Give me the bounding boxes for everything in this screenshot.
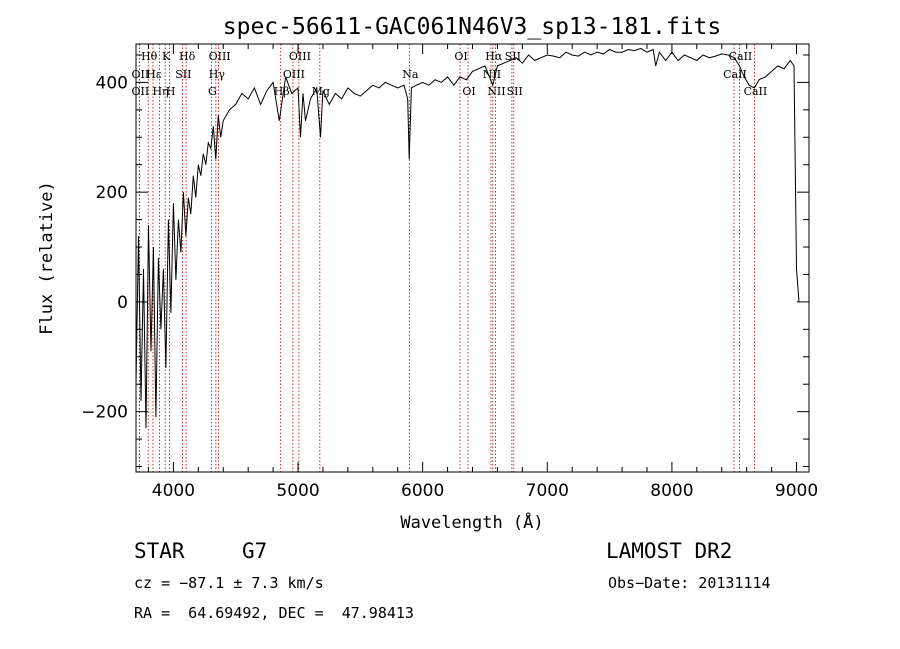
spectral-line-label: Hε [146, 68, 162, 81]
coordinates: RA = 64.69492, DEC = 47.98413 [134, 604, 414, 622]
spectral-line-label: Hα [485, 50, 503, 63]
spectral-line-label: SII [505, 50, 521, 63]
x-tick-label: 7000 [526, 481, 569, 501]
spectral-line-label: Na [402, 68, 419, 81]
y-tick-label: 400 [96, 73, 128, 93]
spectral-line-label: NII [483, 68, 501, 81]
x-tick-label: 4000 [152, 481, 195, 501]
spectral-line-label: OII [132, 85, 150, 98]
plot-frame [135, 43, 810, 473]
axis-ticks: 4000 5000 6000 7000 8000 9000 −200 0 200 400 [81, 44, 818, 501]
spectral-line-label: Hγ [209, 68, 226, 81]
y-tick-label: 0 [117, 293, 128, 313]
spectral-line-label: SII [175, 68, 191, 81]
spectral-line-label: Hδ [179, 50, 196, 63]
spectral-line-label: CaII [744, 85, 768, 98]
spectrum-series [136, 47, 800, 429]
spectral-line-label: NII [487, 85, 505, 98]
spectral-line-label: OIII [283, 68, 305, 81]
spectral-line-label: CaII [729, 50, 753, 63]
spectral-line-label: K [162, 50, 171, 63]
spectral-line-label: SII [507, 85, 523, 98]
spectral-line-label: H [166, 85, 176, 98]
y-tick-label: 200 [96, 183, 128, 203]
redshift-cz: cz = −87.1 ± 7.3 km/s [134, 574, 324, 592]
x-tick-label: 5000 [276, 481, 319, 501]
spectrum-line [136, 47, 800, 429]
spectral-line-label: OI [462, 85, 475, 98]
chart-title: spec-56611-GAC061N46V3_sp13-181.fits [223, 14, 722, 40]
x-tick-label: 9000 [775, 481, 818, 501]
spectral-line-label: OIII [209, 50, 231, 63]
y-tick-label: −200 [81, 403, 128, 423]
survey-release: LAMOST DR2 [606, 539, 733, 563]
spectral-line-label: OI [454, 50, 467, 63]
spectral-line-label: CaII [723, 68, 747, 81]
object-subclass: G7 [242, 539, 268, 563]
spectral-line-label: Hθ [141, 50, 158, 63]
observation-date: Obs−Date: 20131114 [608, 574, 771, 592]
y-axis-label: Flux (relative) [37, 181, 57, 335]
spectral-line-label: G [208, 85, 217, 98]
spectral-line-label: Hη [152, 85, 168, 98]
x-tick-label: 6000 [401, 481, 444, 501]
x-axis-label: Wavelength (Å) [400, 511, 543, 533]
spectral-line-label: OIII [289, 50, 311, 63]
spectral-line-label: Hβ [274, 85, 290, 98]
object-class: STAR [134, 539, 185, 563]
x-tick-label: 8000 [650, 481, 693, 501]
